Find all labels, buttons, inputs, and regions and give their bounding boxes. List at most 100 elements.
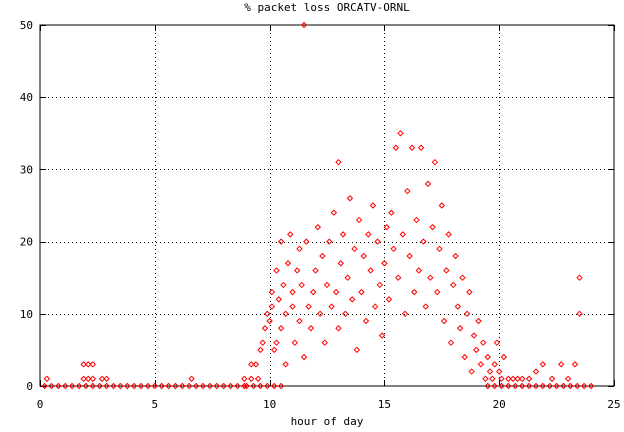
data-point (557, 361, 565, 368)
data-point (360, 252, 367, 260)
data-point (434, 288, 441, 296)
data-point (452, 252, 459, 260)
data-point (576, 310, 583, 318)
data-point (489, 375, 496, 382)
data-point (252, 361, 260, 368)
y-tick-label: 50 (20, 19, 33, 32)
data-point (518, 382, 526, 390)
x-tick-label: 10 (263, 398, 276, 411)
data-point (447, 339, 455, 346)
data-point (241, 375, 248, 382)
data-point (277, 325, 285, 332)
data-point (390, 245, 397, 253)
data-point (374, 238, 381, 245)
data-point (491, 382, 498, 390)
data-point (564, 375, 572, 382)
data-point (248, 361, 255, 368)
data-point (459, 274, 466, 281)
data-point (206, 382, 214, 390)
data-point (287, 231, 294, 238)
data-point (376, 281, 384, 289)
data-point (48, 382, 55, 390)
data-point (397, 130, 404, 137)
data-point (498, 382, 505, 390)
data-point (273, 339, 280, 346)
data-point (243, 382, 250, 390)
data-point (358, 288, 365, 296)
data-point (89, 382, 97, 390)
data-point (300, 353, 308, 361)
data-point (85, 361, 92, 368)
data-point (321, 339, 328, 346)
data-point (332, 288, 340, 296)
data-point (335, 325, 342, 332)
data-point (532, 382, 540, 390)
data-point (89, 375, 97, 382)
data-point (316, 310, 324, 318)
data-point (273, 267, 280, 274)
data-point (257, 382, 264, 390)
data-point (525, 375, 533, 382)
axis-ticks: 0 5 10 15 20 25 0 10 20 30 40 50 (20, 19, 621, 411)
x-axis-label: hour of day (291, 415, 364, 428)
data-point (130, 382, 138, 390)
data-point (293, 267, 301, 274)
data-point (303, 238, 310, 245)
data-point (277, 238, 285, 245)
data-point (179, 382, 186, 390)
data-point (280, 281, 287, 289)
data-point (512, 382, 519, 390)
y-tick-label: 40 (20, 91, 33, 104)
data-point (284, 260, 292, 267)
data-point (282, 310, 289, 318)
data-point (103, 382, 110, 390)
data-point (365, 231, 372, 238)
data-point (491, 361, 498, 368)
data-point (268, 288, 276, 296)
data-point (55, 382, 62, 390)
data-point (323, 281, 331, 289)
x-tick-label: 5 (151, 398, 158, 411)
data-point (300, 21, 308, 29)
data-point (43, 375, 51, 382)
data-point (477, 361, 485, 368)
data-point (307, 325, 315, 332)
data-point (546, 382, 553, 390)
data-point (417, 144, 425, 151)
data-point (151, 382, 159, 390)
data-point (137, 382, 145, 390)
data-point (431, 158, 439, 166)
x-tick-label: 25 (607, 398, 620, 411)
data-point (385, 296, 393, 303)
data-point (553, 382, 560, 390)
data-point (525, 382, 533, 390)
data-point (80, 361, 87, 368)
data-point (264, 310, 271, 318)
data-point (75, 382, 83, 390)
data-point (399, 231, 406, 238)
data-point (468, 368, 475, 375)
data-point (394, 274, 402, 281)
data-point (463, 310, 471, 318)
data-point (576, 274, 583, 281)
data-point (188, 375, 195, 382)
y-tick-label: 20 (20, 236, 33, 249)
data-point (110, 382, 117, 390)
data-point (574, 382, 581, 390)
data-point (362, 317, 370, 325)
data-point (479, 339, 487, 346)
data-point (98, 375, 106, 382)
data-point (484, 382, 491, 390)
data-points (41, 21, 595, 390)
data-point (440, 317, 448, 325)
data-point (259, 339, 266, 346)
data-point (498, 375, 505, 382)
data-point (319, 252, 326, 260)
data-point (254, 375, 262, 382)
data-point (337, 260, 344, 267)
data-point (330, 209, 338, 216)
chart-title: % packet loss ORCATV-ORNL (244, 1, 410, 14)
data-point (560, 382, 567, 390)
data-point (493, 339, 501, 346)
